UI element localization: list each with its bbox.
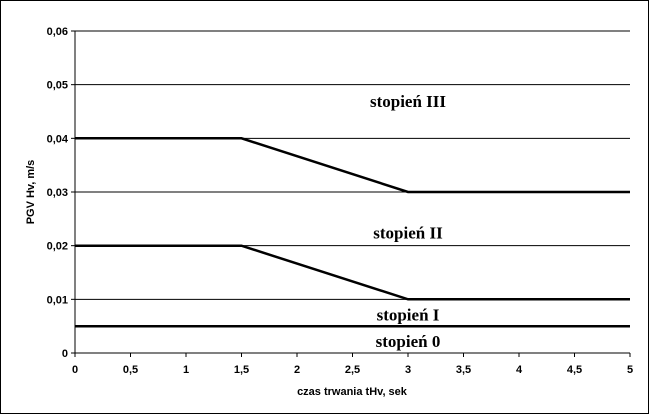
y-axis-title: PGV Hv, m/s bbox=[25, 160, 37, 225]
x-tick-label: 3,5 bbox=[456, 364, 471, 376]
x-tick-label: 1,5 bbox=[234, 364, 249, 376]
y-tick-label: 0,04 bbox=[47, 133, 69, 145]
x-tick-labels: 0 0,5 1 1,5 2 2,5 3 3,5 4 4,5 5 bbox=[72, 353, 633, 376]
zone-label: stopień II bbox=[373, 223, 443, 242]
series-line-2 bbox=[75, 244, 630, 301]
x-tick-label: 3 bbox=[405, 364, 411, 376]
zone-labels: stopień III stopień II stopień I stopień 0 bbox=[370, 92, 446, 351]
x-tick-label: 0,5 bbox=[123, 364, 138, 376]
x-tick-label: 0 bbox=[72, 364, 78, 376]
x-tick-label: 2 bbox=[294, 364, 300, 376]
y-tick-label: 0 bbox=[62, 348, 68, 360]
series-lines bbox=[75, 137, 630, 328]
x-axis-title: czas trwania tHv, sek bbox=[297, 386, 408, 398]
zone-label: stopień III bbox=[370, 92, 446, 111]
y-tick-label: 0,06 bbox=[47, 26, 68, 38]
y-tick-label: 0,01 bbox=[47, 294, 68, 306]
x-tick-label: 5 bbox=[627, 364, 633, 376]
series-line-1 bbox=[75, 137, 630, 194]
y-tick-labels: 0 0,01 0,02 0,03 0,04 0,05 0,06 bbox=[47, 26, 75, 360]
grid-lines bbox=[75, 30, 630, 300]
x-tick-label: 4 bbox=[516, 364, 523, 376]
x-tick-label: 2,5 bbox=[345, 364, 360, 376]
x-tick-label: 4,5 bbox=[567, 364, 582, 376]
y-tick-label: 0,03 bbox=[47, 187, 68, 199]
y-tick-label: 0,02 bbox=[47, 241, 68, 253]
y-tick-label: 0,05 bbox=[47, 80, 68, 92]
zone-label: stopień 0 bbox=[376, 332, 441, 351]
zone-label: stopień I bbox=[377, 305, 440, 324]
x-tick-label: 1 bbox=[183, 364, 189, 376]
